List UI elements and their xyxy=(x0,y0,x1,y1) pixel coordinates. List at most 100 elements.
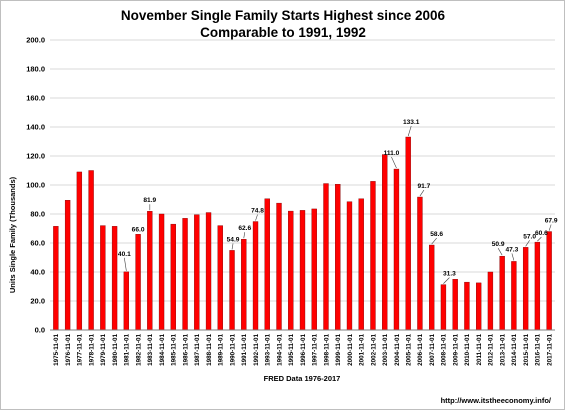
x-tick-label: 2016-11-01 xyxy=(535,334,542,366)
x-tick-label: 1980-11-01 xyxy=(112,334,119,366)
x-tick-label: 1995-11-01 xyxy=(288,334,295,366)
bar xyxy=(229,250,235,331)
data-label: 40.1 xyxy=(118,251,131,258)
data-label: 111.0 xyxy=(384,150,400,157)
data-label-leader xyxy=(497,248,503,256)
bar xyxy=(429,244,435,331)
bar xyxy=(393,168,400,331)
x-tick-label: 1977-11-01 xyxy=(77,334,84,366)
x-tick-label: 1989-11-01 xyxy=(218,334,225,366)
bar xyxy=(76,171,83,331)
data-label: 81.9 xyxy=(143,197,156,204)
x-tick-label: 2010-11-01 xyxy=(464,334,471,366)
bar xyxy=(323,183,329,331)
x-tick-label: 1987-11-01 xyxy=(194,334,201,366)
x-tick-label: 2009-11-01 xyxy=(452,334,459,366)
x-tick-label: 2013-11-01 xyxy=(499,334,506,366)
bar xyxy=(382,154,388,331)
bar xyxy=(264,198,270,331)
bar xyxy=(475,282,482,331)
data-label-leader xyxy=(124,257,127,271)
bar xyxy=(487,271,494,331)
x-tick-label: 1975-11-01 xyxy=(53,334,60,366)
chart-subtitle: Comparable to 1991, 1992 xyxy=(200,25,366,40)
x-tick-label: 2003-11-01 xyxy=(382,334,389,366)
x-tick-label: 2004-11-01 xyxy=(394,334,401,366)
y-tick-label: 60.0 xyxy=(30,239,45,248)
x-tick-label: 2015-11-01 xyxy=(523,334,530,366)
bar xyxy=(440,284,447,331)
bar xyxy=(335,184,341,331)
data-label: 67.9 xyxy=(545,218,558,225)
bar xyxy=(499,255,505,331)
x-tick-label: 2006-11-01 xyxy=(417,334,424,366)
data-label-leader xyxy=(243,232,246,239)
bar xyxy=(123,271,130,331)
x-tick-label: 1990-11-01 xyxy=(229,334,236,366)
y-tick-label: 160.0 xyxy=(26,94,45,103)
bar xyxy=(135,234,141,331)
bar xyxy=(405,136,411,331)
bar xyxy=(241,239,247,331)
data-label: 62.6 xyxy=(238,225,251,232)
y-axis-label: Units Single Family (Thousands) xyxy=(8,176,17,293)
data-label: 58.6 xyxy=(430,231,443,238)
x-tick-label: 2012-11-01 xyxy=(488,334,495,366)
x-tick-label: 1985-11-01 xyxy=(171,334,178,366)
x-tick-label: 1997-11-01 xyxy=(312,334,319,366)
data-label-leader xyxy=(255,214,258,221)
x-tick-label: 1978-11-01 xyxy=(88,334,95,366)
x-tick-label: 2007-11-01 xyxy=(429,334,436,366)
x-tick-label: 1994-11-01 xyxy=(276,334,283,366)
data-label-leader xyxy=(431,237,437,245)
bar xyxy=(464,281,470,331)
y-tick-label: 140.0 xyxy=(26,123,45,132)
bar xyxy=(358,198,364,331)
bar xyxy=(205,212,212,331)
x-tick-label: 1988-11-01 xyxy=(206,334,213,366)
bar xyxy=(147,211,153,331)
data-label-leader xyxy=(548,224,552,231)
x-tick-label: 1981-11-01 xyxy=(124,334,131,366)
x-tick-label: 2017-11-01 xyxy=(546,334,553,366)
x-tick-label: 2014-11-01 xyxy=(511,334,518,366)
bar xyxy=(170,223,176,331)
x-tick-label: 1992-11-01 xyxy=(253,334,260,366)
bar xyxy=(288,210,294,331)
x-axis-label: FRED Data 1976-2017 xyxy=(264,374,341,383)
bar xyxy=(158,213,165,331)
y-tick-label: 100.0 xyxy=(26,181,45,190)
bar xyxy=(53,226,59,331)
data-label-leader xyxy=(231,243,234,250)
y-tick-label: 20.0 xyxy=(30,297,45,306)
bar xyxy=(64,200,71,331)
data-labels: 40.1 66.0 81.9 54.9 62.6 74.8 111.0 133.1 91.7 58… xyxy=(118,119,558,284)
bar xyxy=(546,231,552,331)
y-tick-label: 80.0 xyxy=(30,210,45,219)
x-tick-label: 1976-11-01 xyxy=(65,334,72,366)
bar xyxy=(194,214,200,331)
bar xyxy=(111,226,118,331)
y-tick-label: 40.0 xyxy=(30,268,45,277)
data-label: 91.7 xyxy=(418,183,431,190)
x-tick-label: 1979-11-01 xyxy=(100,334,107,366)
bar xyxy=(511,261,517,331)
data-label: 47.3 xyxy=(505,246,518,253)
data-label-leader xyxy=(391,156,397,169)
bar xyxy=(88,170,94,331)
bar xyxy=(100,225,106,331)
x-tick-label: 1998-11-01 xyxy=(323,334,330,366)
data-label: 133.1 xyxy=(403,119,420,126)
bar xyxy=(276,202,282,331)
data-label-leader xyxy=(525,240,530,247)
y-tick-label: 120.0 xyxy=(26,152,45,161)
x-tick-label: 2005-11-01 xyxy=(405,334,412,366)
bar xyxy=(417,196,423,331)
data-label: 60.6 xyxy=(535,230,548,237)
data-label-leader xyxy=(407,125,412,137)
bar xyxy=(346,201,353,331)
data-label: 74.8 xyxy=(251,208,264,215)
x-tick-label: 1999-11-01 xyxy=(335,334,342,366)
data-label-leader xyxy=(443,277,450,284)
data-label: 31.3 xyxy=(443,271,456,278)
